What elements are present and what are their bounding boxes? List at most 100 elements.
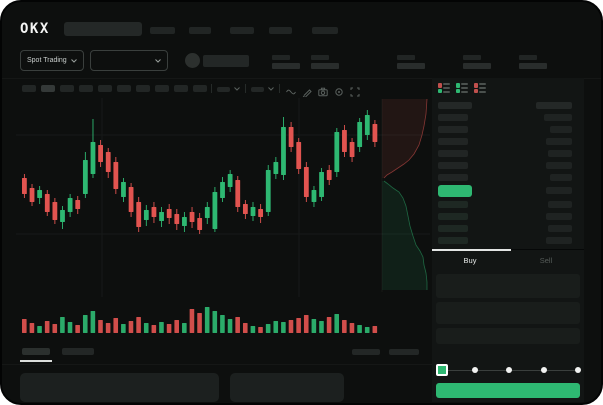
buy-submit-button[interactable] — [436, 383, 580, 398]
indicator-dropdown[interactable] — [251, 87, 264, 92]
search-input[interactable] — [64, 22, 142, 36]
bid-amount-bar[interactable] — [548, 201, 572, 208]
candle — [166, 209, 172, 218]
nav-item-placeholder[interactable] — [312, 27, 338, 34]
amount-slider-handle[interactable] — [436, 364, 448, 376]
timeframe-button[interactable] — [136, 85, 150, 92]
asks-only-icon[interactable] — [474, 82, 486, 94]
ask-amount-bar[interactable] — [546, 162, 572, 169]
timeframe-button[interactable] — [155, 85, 169, 92]
volume-bar — [242, 323, 248, 333]
candle — [197, 218, 203, 230]
ask-price-bar[interactable] — [438, 114, 468, 121]
bottom-divider — [2, 364, 432, 365]
volume-bar — [235, 317, 240, 333]
slider-stop-dot[interactable] — [506, 367, 512, 373]
okx-logo: OKX — [20, 21, 50, 37]
total-field[interactable] — [436, 328, 580, 344]
orders-panel-placeholder — [230, 373, 344, 402]
ask-amount-bar[interactable] — [544, 114, 572, 121]
ask-amount-bar[interactable] — [548, 150, 572, 157]
stat-value-placeholder — [397, 63, 425, 69]
volume-bar — [143, 323, 149, 333]
bottom-tab-active[interactable] — [22, 348, 50, 355]
fullscreen-icon[interactable] — [350, 84, 360, 97]
camera-icon[interactable] — [318, 84, 328, 97]
volume-bar — [189, 309, 195, 333]
spot-trading-label: Spot Trading — [27, 57, 67, 64]
volume-bar — [372, 326, 378, 333]
brush-icon[interactable] — [302, 84, 312, 98]
timeframe-button[interactable] — [22, 85, 36, 92]
indicator-dropdown[interactable] — [217, 87, 230, 92]
candle — [349, 142, 355, 157]
settings-icon[interactable] — [334, 84, 344, 96]
candle — [303, 167, 309, 197]
volume-bar — [182, 323, 187, 333]
tab-sell[interactable]: Sell — [539, 256, 553, 265]
timeframe-button[interactable] — [193, 85, 207, 92]
chevron-down-icon[interactable] — [234, 87, 240, 91]
nav-item-placeholder[interactable] — [230, 27, 254, 34]
ask-price-bar[interactable] — [438, 162, 468, 169]
order-book-trade-panel: Buy Sell — [432, 78, 584, 402]
chevron-down-icon — [71, 58, 77, 63]
candle — [90, 142, 96, 174]
timeframe-button[interactable] — [79, 85, 93, 92]
nav-item-placeholder[interactable] — [269, 27, 292, 34]
slider-stop-dot[interactable] — [471, 367, 478, 373]
amount-field[interactable] — [436, 302, 580, 324]
volume-bar — [311, 319, 317, 333]
stat-label-placeholder — [463, 55, 481, 60]
slider-stop-dot[interactable] — [540, 367, 547, 373]
tab-buy[interactable]: Buy — [463, 256, 477, 265]
price-field[interactable] — [436, 274, 580, 298]
bid-amount-bar[interactable] — [546, 237, 572, 244]
bid-price-bar[interactable] — [438, 237, 468, 244]
toolbar-divider — [211, 84, 212, 93]
wave-icon[interactable] — [286, 84, 296, 95]
bids-only-icon[interactable] — [456, 82, 468, 94]
volume-bar — [151, 325, 157, 333]
bid-amount-bar[interactable] — [548, 225, 572, 232]
bid-price-bar[interactable] — [438, 201, 468, 208]
price-chart[interactable] — [2, 98, 432, 338]
pair-select-dropdown[interactable] — [90, 50, 168, 71]
spot-trading-dropdown[interactable]: Spot Trading — [20, 50, 84, 71]
candle — [273, 162, 279, 174]
candle — [182, 217, 187, 226]
slider-stop-dot[interactable] — [575, 367, 581, 373]
ask-price-bar[interactable] — [438, 150, 468, 157]
candle — [22, 178, 27, 194]
bid-amount-bar[interactable] — [546, 213, 572, 220]
ask-amount-bar[interactable] — [550, 126, 572, 133]
bid-price-bar[interactable] — [438, 225, 468, 232]
ask-amount-bar[interactable] — [550, 174, 572, 181]
bottom-bar-placeholder[interactable] — [389, 349, 419, 355]
timeframe-button[interactable] — [41, 85, 55, 92]
volume-bar — [136, 317, 141, 333]
bid-price-bar[interactable] — [438, 213, 468, 220]
last-price-pill[interactable] — [438, 185, 472, 197]
ask-amount-bar[interactable] — [546, 138, 572, 145]
ask-price-bar[interactable] — [438, 138, 468, 145]
candle — [128, 187, 134, 212]
ask-price-bar[interactable] — [438, 174, 468, 181]
timeframe-button[interactable] — [60, 85, 74, 92]
candle — [326, 170, 332, 180]
bottom-bar-placeholder[interactable] — [352, 349, 380, 355]
bottom-tab[interactable] — [62, 348, 94, 355]
nav-item-placeholder[interactable] — [150, 27, 175, 34]
nav-item-placeholder[interactable] — [189, 27, 211, 34]
timeframe-button[interactable] — [98, 85, 112, 92]
timeframe-button[interactable] — [174, 85, 188, 92]
combined-book-icon[interactable] — [438, 82, 450, 94]
timeframe-button[interactable] — [117, 85, 131, 92]
candle — [174, 214, 180, 224]
toolbar-divider — [279, 84, 280, 93]
candle — [67, 198, 73, 212]
volume-bar — [319, 321, 324, 333]
candle — [212, 192, 218, 229]
chevron-down-icon[interactable] — [268, 87, 274, 91]
ask-price-bar[interactable] — [438, 126, 468, 133]
